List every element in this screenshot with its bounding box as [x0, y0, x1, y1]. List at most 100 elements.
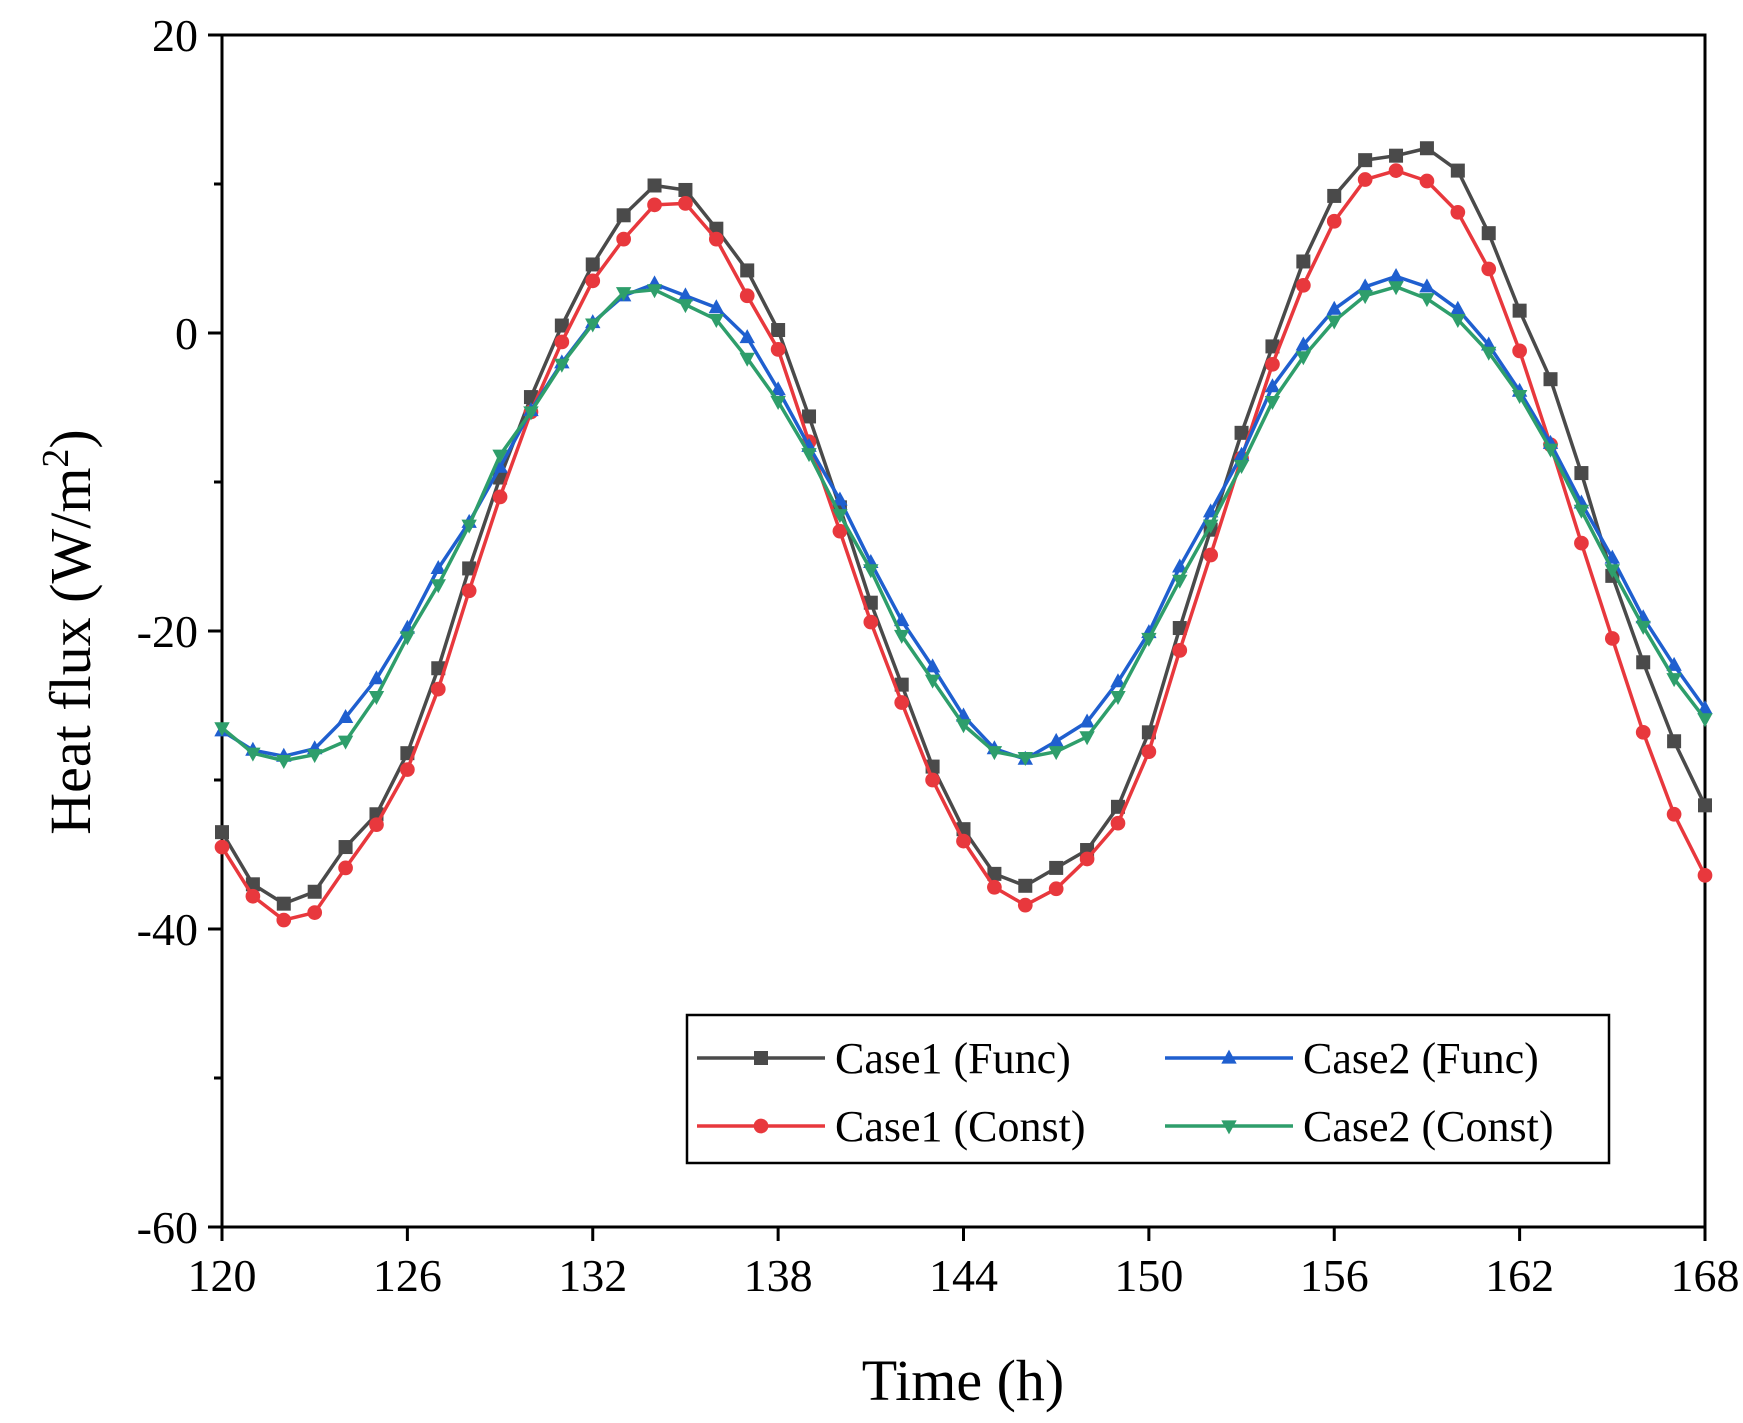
data-point [430, 560, 446, 575]
legend-marker [753, 1118, 769, 1134]
data-point [1357, 290, 1373, 305]
data-point [1234, 425, 1249, 440]
data-point [430, 681, 446, 697]
legend: Case1 (Func) Case1 (Const) Case2 (Func) Cas… [685, 1013, 1611, 1165]
data-point [368, 670, 385, 685]
data-point [1450, 300, 1466, 315]
data-point [368, 690, 385, 705]
data-point [678, 196, 693, 211]
data-point [1666, 806, 1682, 822]
data-point [1327, 188, 1342, 203]
y-tick-label: -20 [137, 606, 198, 657]
data-point [492, 458, 508, 473]
data-point [1450, 204, 1466, 220]
data-point [863, 564, 879, 579]
data-point [1264, 395, 1281, 410]
y-tick-label: 0 [175, 308, 198, 359]
y-axis-title-main: Heat flux (W/m [38, 468, 103, 835]
data-point [1481, 346, 1497, 361]
data-point [399, 631, 416, 646]
data-point [276, 755, 292, 770]
data-point [1604, 564, 1621, 579]
data-point [1511, 389, 1528, 404]
data-point [1079, 731, 1095, 746]
data-point [801, 448, 817, 463]
data-point [1295, 351, 1312, 366]
data-point [369, 817, 384, 833]
data-point [894, 629, 910, 644]
data-point [400, 762, 415, 777]
data-point [1358, 153, 1373, 168]
data-point [1389, 148, 1404, 163]
data-point [1635, 724, 1651, 740]
data-point [1481, 261, 1497, 277]
data-point [677, 287, 694, 302]
x-tick-label: 126 [373, 1250, 442, 1301]
legend-entry: Case1 (Func) [697, 1034, 1071, 1083]
data-point [647, 197, 662, 213]
data-point [1697, 713, 1713, 728]
x-tick-label: 120 [188, 1250, 257, 1301]
data-point [1419, 141, 1434, 156]
legend-marker [1221, 1049, 1237, 1064]
data-point [1419, 293, 1435, 308]
y-tick-label: -60 [137, 1202, 198, 1253]
legend-marker [1221, 1120, 1237, 1135]
data-point [585, 257, 600, 272]
data-point [1265, 356, 1280, 372]
data-point [245, 747, 261, 762]
legend-entry: Case2 (Const) [1165, 1102, 1554, 1151]
data-point [1264, 378, 1281, 393]
data-point [276, 912, 292, 928]
data-point [1388, 163, 1404, 178]
data-point [306, 749, 323, 764]
data-point [1419, 278, 1435, 293]
data-point [1666, 673, 1682, 688]
data-point [1048, 881, 1064, 897]
data-point [987, 866, 1002, 881]
data-point [585, 273, 601, 289]
data-point [1326, 213, 1342, 229]
data-point [1233, 460, 1250, 475]
data-point [554, 334, 570, 350]
data-point [1202, 503, 1219, 518]
data-point [894, 612, 910, 627]
legend-entry: Case1 (Const) [697, 1102, 1086, 1151]
data-point [214, 839, 230, 855]
data-point [1110, 673, 1126, 688]
data-point [1543, 372, 1558, 387]
data-point [492, 489, 508, 505]
data-point [740, 263, 755, 278]
legend-items: Case1 (Func) Case1 (Const) Case2 (Func) Cas… [697, 1034, 1554, 1151]
data-point [1450, 313, 1466, 328]
data-point [863, 595, 878, 610]
data-point [832, 491, 848, 506]
data-point [1326, 300, 1342, 315]
data-point [1295, 336, 1312, 351]
data-point [955, 719, 972, 734]
data-point [709, 221, 724, 236]
data-point [1141, 632, 1157, 647]
data-point [523, 406, 539, 421]
data-point [431, 661, 446, 676]
data-point [708, 231, 724, 247]
series-2 [214, 163, 1713, 928]
data-point [461, 519, 477, 534]
data-point [1296, 254, 1311, 269]
data-point [276, 896, 291, 911]
data-point [337, 709, 354, 724]
data-point [863, 614, 879, 630]
data-point [1110, 690, 1126, 705]
data-point [1698, 798, 1712, 813]
data-point [585, 318, 601, 333]
data-point [1667, 734, 1682, 749]
data-point [245, 888, 261, 904]
data-point [461, 583, 477, 599]
data-point [1326, 315, 1342, 330]
data-point [615, 287, 632, 302]
data-point [492, 449, 508, 464]
series-4 [214, 281, 1713, 770]
x-tick-label: 132 [558, 1250, 627, 1301]
